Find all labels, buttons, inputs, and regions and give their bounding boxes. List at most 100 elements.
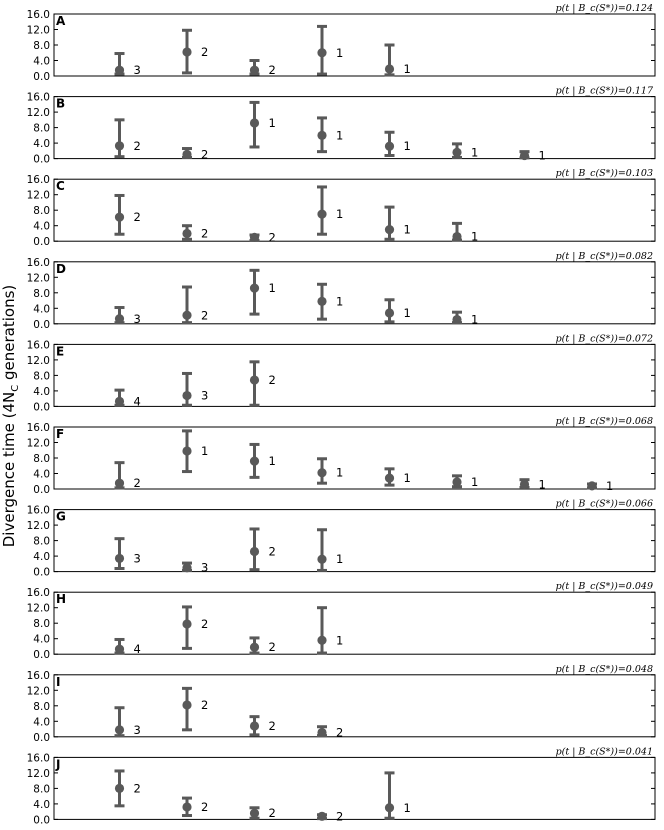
y-tick-label: 0.0 [33, 484, 50, 496]
count-label: 1 [336, 294, 343, 308]
point-marker [249, 546, 260, 557]
count-label: 2 [336, 726, 343, 740]
y-tick-label: 0.0 [33, 319, 50, 331]
count-label: 2 [269, 719, 276, 733]
y-tick-label: 12.0 [27, 438, 50, 450]
panel-frame [53, 756, 656, 820]
data-point [182, 429, 192, 474]
y-tick-label: 0.0 [33, 567, 50, 579]
posterior-label: p(t | B_c(S*))=0.124 [556, 3, 653, 14]
panel-a: 0.0 4.0 8.0 12.0 16.0 Ap(t | B_c(S*))=0.124 3 2… [27, 3, 656, 83]
point-marker [114, 644, 125, 654]
panel-f: 0.0 4.0 8.0 12.0 16.0 Fp(t | B_c(S*))=0.068 2 1… [27, 416, 656, 496]
data-point [182, 605, 192, 650]
count-label: 3 [134, 551, 141, 565]
data-point [114, 769, 125, 808]
point-marker [384, 803, 395, 813]
y-tick-label: 16.0 [27, 670, 50, 682]
data-point [249, 360, 260, 407]
count-label: 1 [606, 479, 613, 493]
point-marker [114, 314, 125, 324]
point-marker [182, 310, 192, 320]
count-label: 1 [471, 313, 478, 327]
data-point [452, 221, 462, 242]
data-point [452, 474, 462, 489]
count-label: 2 [134, 139, 141, 153]
posterior-label: p(t | B_c(S*))=0.072 [556, 333, 653, 344]
data-point [249, 715, 260, 737]
data-point [249, 232, 260, 242]
data-point [114, 118, 125, 159]
data-point [249, 59, 260, 76]
point-marker [114, 783, 125, 794]
count-label: 1 [404, 223, 411, 237]
posterior-label: p(t | B_c(S*))=0.117 [556, 86, 654, 97]
point-marker [317, 811, 327, 821]
panel-letter: D [56, 262, 66, 276]
point-marker [182, 390, 192, 401]
y-tick-label: 12.0 [27, 520, 50, 532]
count-label: 1 [336, 633, 343, 647]
y-tick-label: 8.0 [33, 288, 50, 300]
count-label: 2 [336, 809, 343, 823]
point-marker [317, 130, 327, 140]
panel-letter: G [56, 510, 66, 524]
y-tick-label: 4.0 [33, 221, 50, 233]
data-point [249, 268, 260, 316]
data-point [384, 43, 395, 77]
y-tick-label: 8.0 [33, 783, 50, 795]
point-marker [114, 141, 125, 151]
y-tick-label: 16.0 [27, 9, 50, 21]
data-point [384, 467, 395, 487]
count-label: 2 [201, 698, 208, 712]
y-tick-label: 0.0 [33, 236, 50, 248]
panel-frame [53, 674, 656, 738]
data-point [182, 147, 192, 159]
point-marker [249, 642, 260, 652]
point-marker [452, 477, 462, 487]
point-marker [182, 149, 192, 159]
y-tick-label: 4.0 [33, 799, 50, 811]
point-marker [587, 481, 597, 491]
count-label: 3 [134, 723, 141, 737]
y-tick-label: 0.0 [33, 154, 50, 166]
point-marker [182, 619, 192, 629]
y-tick-label: 12.0 [27, 190, 50, 202]
count-label: 3 [134, 63, 141, 77]
count-label: 2 [269, 544, 276, 558]
data-point [452, 310, 462, 325]
data-point [384, 205, 395, 241]
data-point [384, 771, 395, 820]
y-tick-label: 12.0 [27, 768, 50, 780]
point-marker [182, 228, 192, 239]
data-point [519, 150, 530, 161]
count-label: 2 [134, 210, 141, 224]
count-label: 2 [134, 781, 141, 795]
data-point [317, 282, 327, 321]
data-point [317, 457, 327, 485]
count-label: 2 [134, 476, 141, 490]
count-label: 3 [201, 389, 208, 403]
count-label: 1 [269, 454, 276, 468]
data-point [182, 371, 192, 407]
data-point [384, 298, 395, 324]
count-label: 2 [201, 45, 208, 59]
point-marker [114, 396, 125, 406]
count-label: 1 [404, 139, 411, 153]
count-label: 1 [404, 471, 411, 485]
data-point [114, 461, 125, 490]
data-point [317, 725, 327, 738]
point-marker [317, 468, 327, 478]
y-tick-label: 12.0 [27, 107, 50, 119]
data-point [317, 24, 327, 76]
y-tick-label: 12.0 [27, 25, 50, 37]
count-label: 2 [269, 63, 276, 77]
point-marker [519, 479, 530, 489]
panel-d: 0.0 4.0 8.0 12.0 16.0 Dp(t | B_c(S*))=0.082 3 2… [27, 251, 656, 331]
count-label: 3 [134, 312, 141, 326]
panel-frame [53, 96, 656, 160]
data-point [182, 224, 192, 241]
y-tick-label: 4.0 [33, 469, 50, 481]
point-marker [182, 47, 192, 57]
